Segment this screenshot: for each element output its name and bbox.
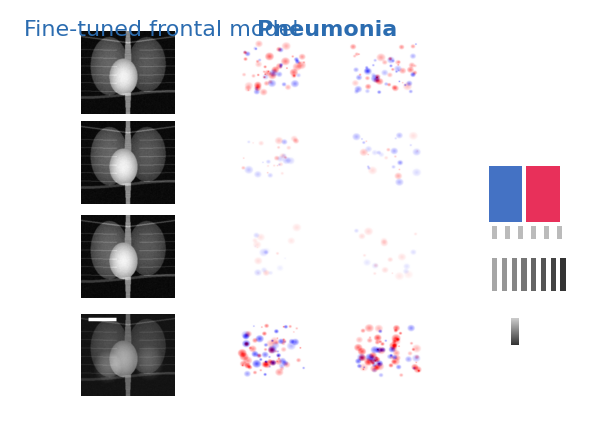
Text: Pneumonia: Pneumonia xyxy=(257,20,397,40)
Text: Fine-tuned frontal model: Fine-tuned frontal model xyxy=(24,20,305,40)
